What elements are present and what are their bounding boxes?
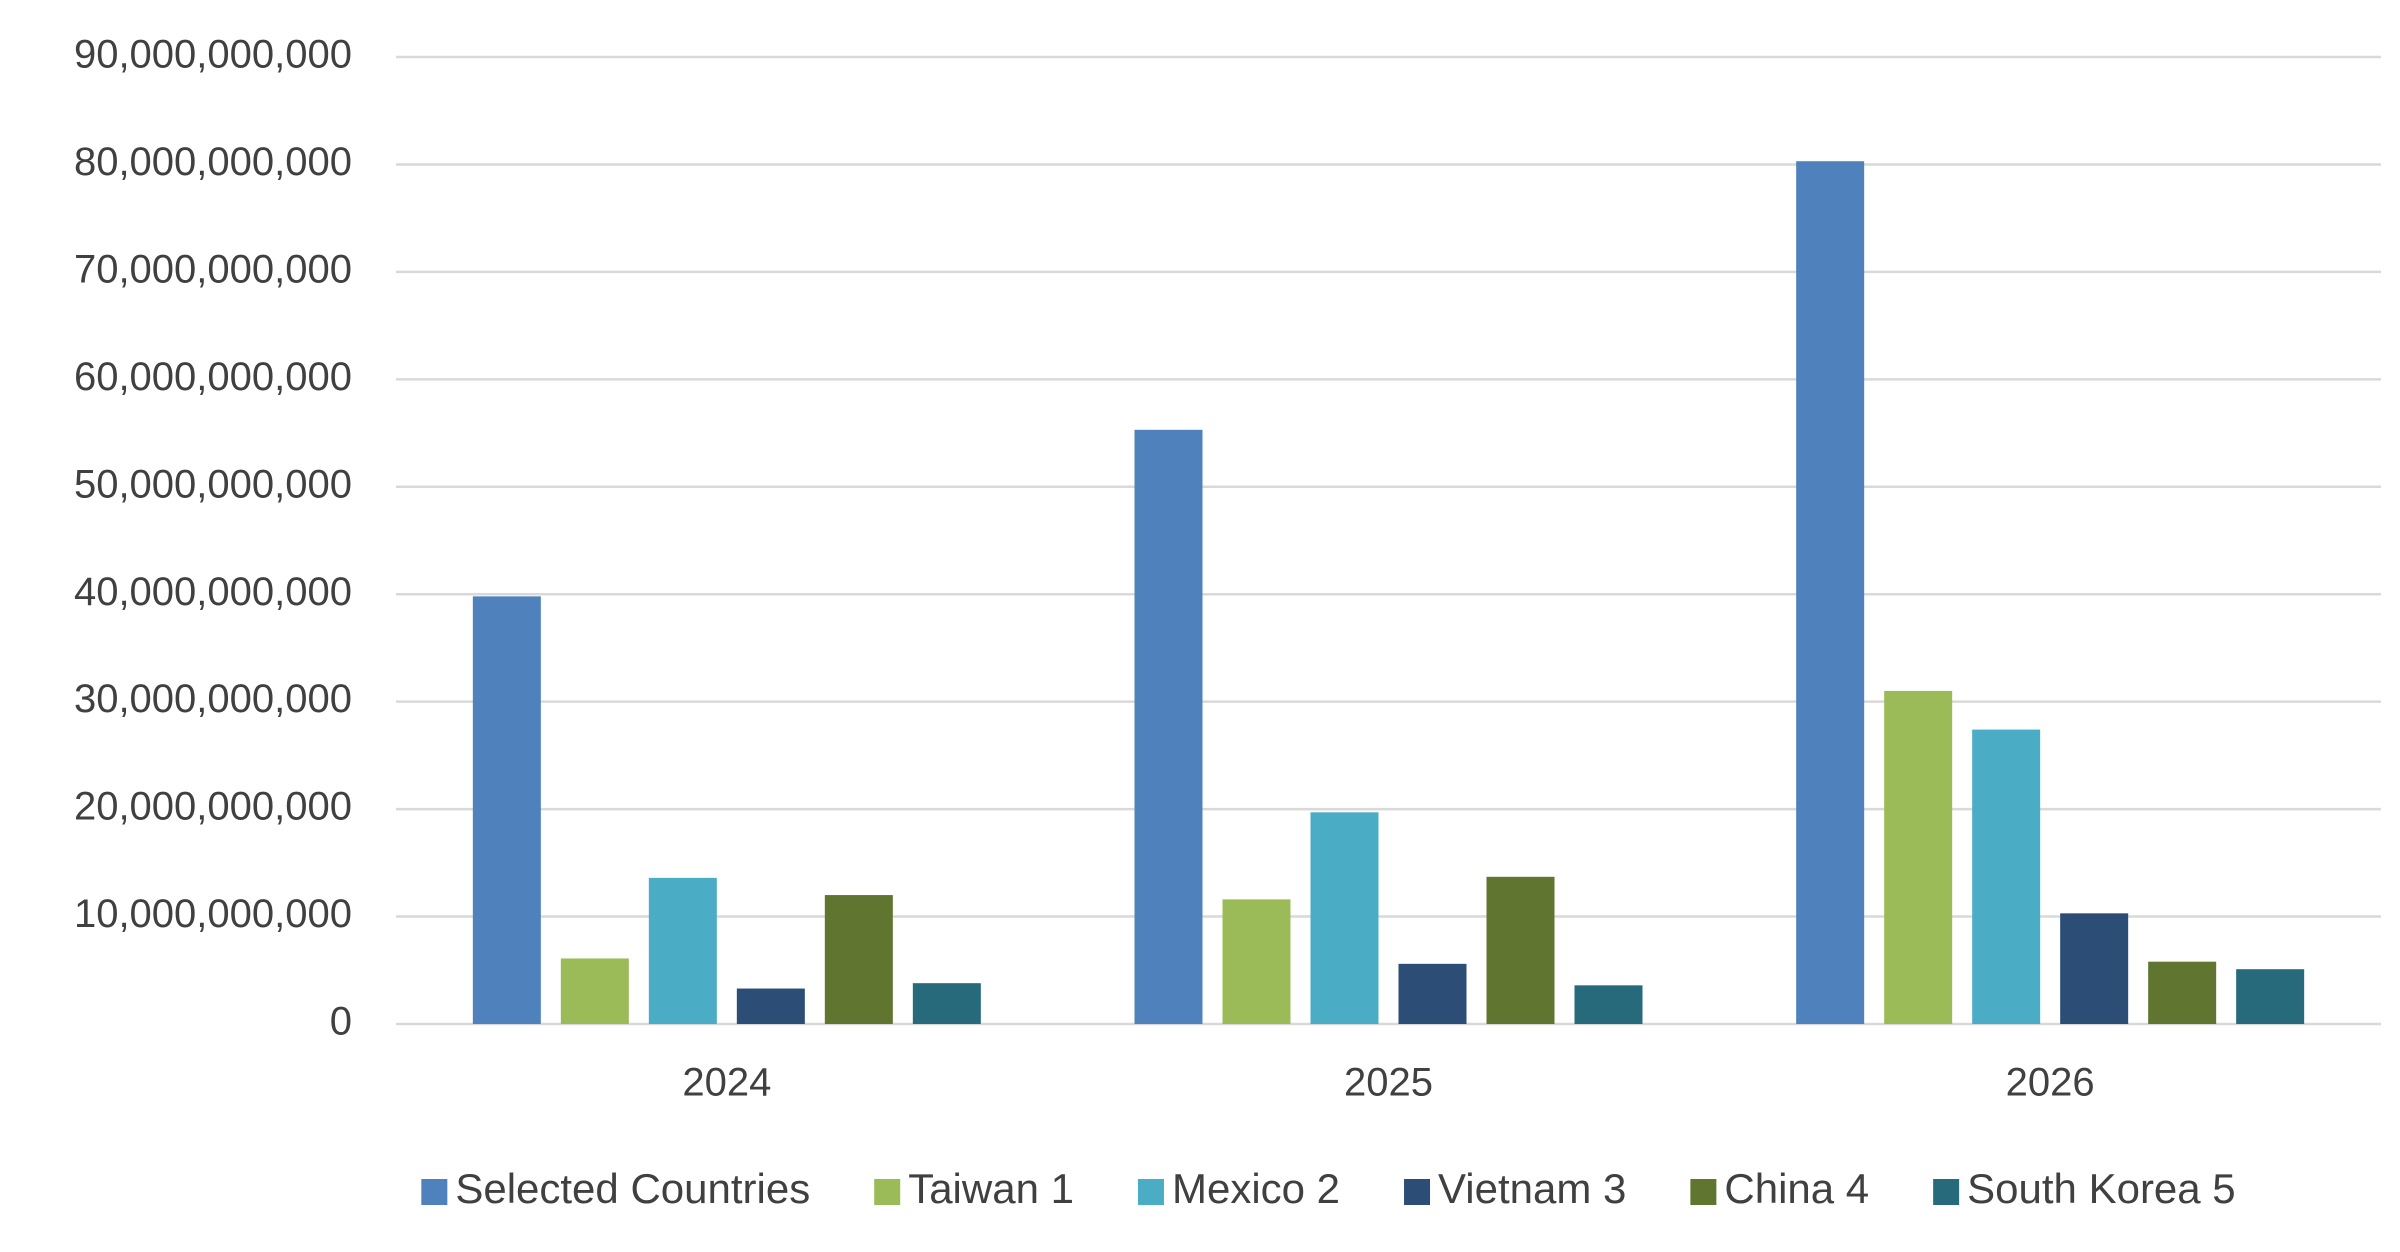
bar	[1972, 729, 2041, 1024]
legend-label: Selected Countries	[455, 1165, 810, 1212]
bar	[472, 596, 541, 1024]
bar	[912, 983, 981, 1024]
y-tick-label: 30,000,000,000	[74, 677, 352, 721]
y-tick-label: 20,000,000,000	[74, 785, 352, 829]
legend-label: Mexico 2	[1172, 1165, 1340, 1212]
bar	[824, 895, 893, 1024]
y-tick-label: 10,000,000,000	[74, 892, 352, 936]
y-tick-label: 70,000,000,000	[74, 247, 352, 291]
bar	[1222, 899, 1291, 1024]
legend-swatch	[1137, 1179, 1164, 1205]
legend-label: South Korea 5	[1967, 1165, 2236, 1212]
y-tick-label: 0	[330, 1000, 352, 1044]
bar	[2236, 969, 2305, 1024]
y-tick-label: 40,000,000,000	[74, 570, 352, 614]
bar	[1310, 812, 1379, 1024]
bar	[1574, 985, 1643, 1024]
legend-swatch	[1933, 1179, 1960, 1205]
bar	[560, 958, 629, 1024]
bar	[648, 877, 717, 1024]
y-tick-label: 50,000,000,000	[74, 462, 352, 506]
x-tick-label: 2024	[682, 1061, 771, 1105]
legend-swatch	[1690, 1179, 1717, 1205]
legend-label: Taiwan 1	[908, 1165, 1074, 1212]
bar	[1486, 876, 1555, 1024]
bar	[736, 988, 805, 1024]
bar	[1796, 161, 1865, 1024]
legend-label: Vietnam 3	[1438, 1165, 1626, 1212]
legend: Selected Countries Taiwan 1 Mexico 2 Vietna…	[421, 1165, 2236, 1212]
x-tick-label: 2025	[1344, 1061, 1433, 1105]
bar	[2060, 913, 2129, 1024]
y-tick-label: 60,000,000,000	[74, 355, 352, 399]
y-tick-label: 90,000,000,000	[74, 33, 352, 77]
bar	[2148, 961, 2217, 1024]
legend-swatch	[421, 1179, 448, 1205]
legend-swatch	[874, 1179, 901, 1205]
bar	[1134, 429, 1203, 1024]
y-tick-label: 80,000,000,000	[74, 140, 352, 184]
legend-label: China 4	[1724, 1165, 1869, 1212]
bar	[1884, 690, 1953, 1024]
bar	[1398, 963, 1467, 1024]
x-tick-label: 2026	[2006, 1061, 2095, 1105]
legend-swatch	[1404, 1179, 1431, 1205]
